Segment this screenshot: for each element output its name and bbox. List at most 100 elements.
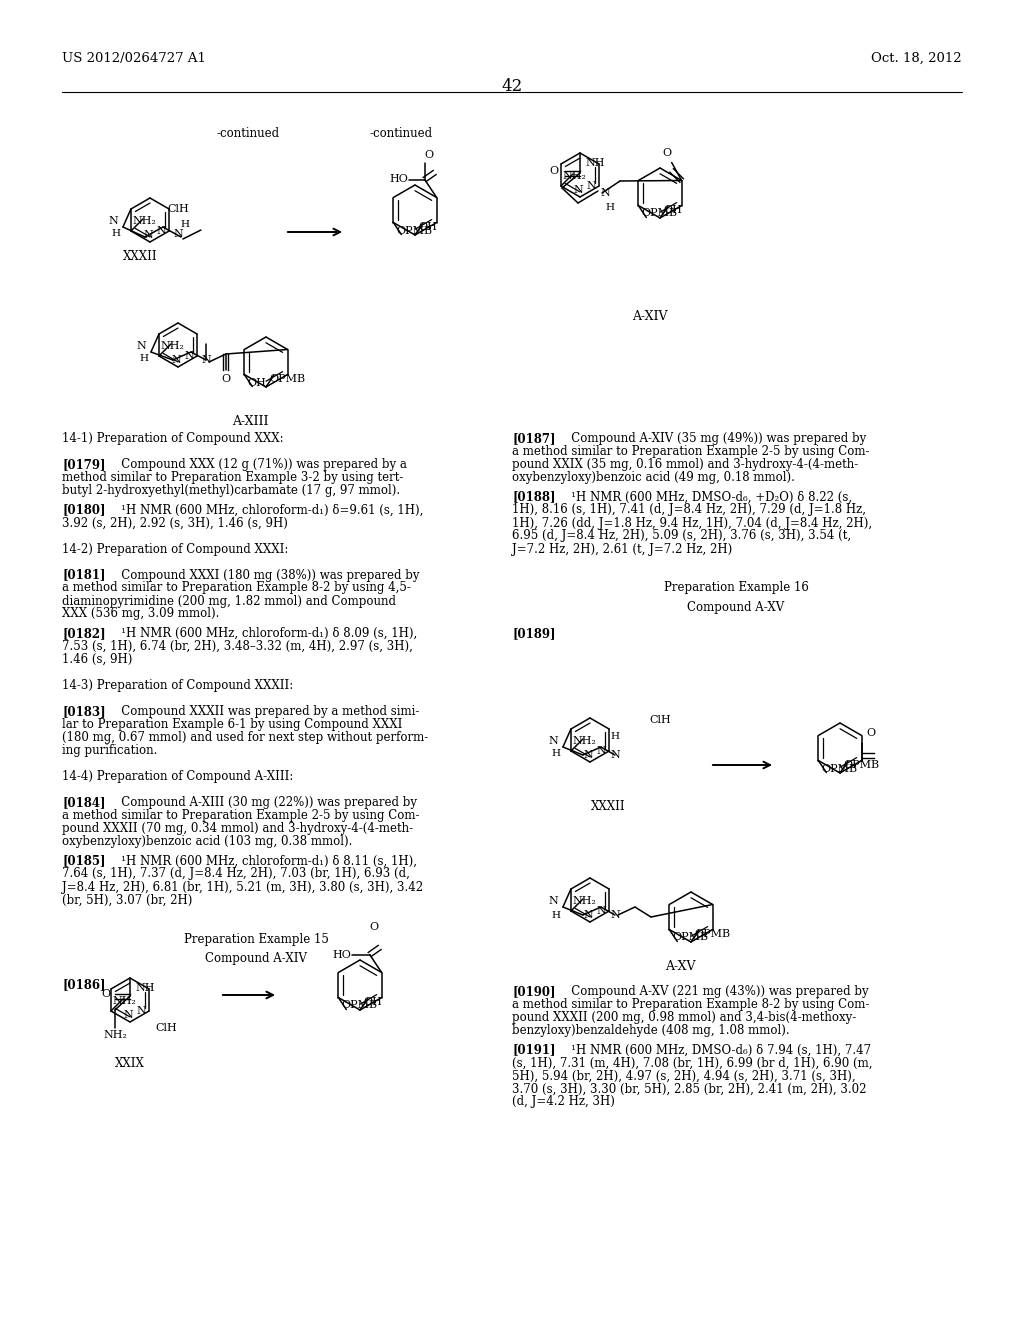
Text: US 2012/0264727 A1: US 2012/0264727 A1 <box>62 51 206 65</box>
Text: [0191]: [0191] <box>512 1044 555 1056</box>
Text: ClH: ClH <box>167 205 188 214</box>
Text: [0181]: [0181] <box>62 569 105 582</box>
Text: Preparation Example 16: Preparation Example 16 <box>664 582 808 594</box>
Text: NH₂: NH₂ <box>573 896 597 906</box>
Text: Compound XXXII was prepared by a method simi-: Compound XXXII was prepared by a method … <box>110 705 420 718</box>
Text: 1.46 (s, 9H): 1.46 (s, 9H) <box>62 653 132 667</box>
Text: [0180]: [0180] <box>62 503 105 516</box>
Text: [0179]: [0179] <box>62 458 105 471</box>
Text: a method similar to Preparation Example 2-5 by using Com-: a method similar to Preparation Example … <box>62 809 420 822</box>
Text: N: N <box>600 187 609 198</box>
Text: [0186]: [0186] <box>62 978 105 991</box>
Text: N: N <box>573 185 583 195</box>
Text: N: N <box>157 226 166 236</box>
Text: (s, 1H), 7.31 (m, 4H), 7.08 (br, 1H), 6.99 (br d, 1H), 6.90 (m,: (s, 1H), 7.31 (m, 4H), 7.08 (br, 1H), 6.… <box>512 1056 872 1069</box>
Text: oxybenzyloxy)benzoic acid (103 mg, 0.38 mmol).: oxybenzyloxy)benzoic acid (103 mg, 0.38 … <box>62 836 352 847</box>
Text: [0188]: [0188] <box>512 491 555 503</box>
Text: 14-3) Preparation of Compound XXXII:: 14-3) Preparation of Compound XXXII: <box>62 678 293 692</box>
Text: 14-1) Preparation of Compound XXX:: 14-1) Preparation of Compound XXX: <box>62 432 284 445</box>
Text: XXIX: XXIX <box>115 1057 145 1071</box>
Text: N: N <box>201 355 211 366</box>
Text: N: N <box>109 216 118 226</box>
Text: benzyloxy)benzaldehyde (408 mg, 1.08 mmol).: benzyloxy)benzaldehyde (408 mg, 1.08 mmo… <box>512 1024 790 1038</box>
Text: N: N <box>610 750 620 760</box>
Text: pound XXXII (200 mg, 0.98 mmol) and 3,4-bis(4-methoxy-: pound XXXII (200 mg, 0.98 mmol) and 3,4-… <box>512 1011 856 1024</box>
Text: Compound A-XV: Compound A-XV <box>687 601 784 614</box>
Text: ing purification.: ing purification. <box>62 744 158 756</box>
Text: N: N <box>136 341 145 351</box>
Text: ¹H NMR (600 MHz, chloroform-d₁) δ 8.11 (s, 1H),: ¹H NMR (600 MHz, chloroform-d₁) δ 8.11 (… <box>110 854 417 867</box>
Text: N: N <box>123 1010 133 1020</box>
Text: N: N <box>171 355 181 366</box>
Text: Compound XXX (12 g (71%)) was prepared by a: Compound XXX (12 g (71%)) was prepared b… <box>110 458 407 471</box>
Text: N: N <box>583 750 593 760</box>
Text: A-XIV: A-XIV <box>632 310 668 323</box>
Text: ClH: ClH <box>649 715 671 725</box>
Text: Compound A-XIV: Compound A-XIV <box>205 952 307 965</box>
Text: O: O <box>549 166 558 176</box>
Text: [0183]: [0183] <box>62 705 105 718</box>
Text: ClH: ClH <box>155 1023 177 1034</box>
Text: a method similar to Preparation Example 2-5 by using Com-: a method similar to Preparation Example … <box>512 445 869 458</box>
Text: (180 mg, 0.67 mmol) and used for next step without perform-: (180 mg, 0.67 mmol) and used for next st… <box>62 731 428 744</box>
Text: H: H <box>181 220 189 228</box>
Text: pound XXIX (35 mg, 0.16 mmol) and 3-hydroxy-4-(4-meth-: pound XXIX (35 mg, 0.16 mmol) and 3-hydr… <box>512 458 858 471</box>
Text: oxybenzyloxy)benzoic acid (49 mg, 0.18 mmol).: oxybenzyloxy)benzoic acid (49 mg, 0.18 m… <box>512 471 795 484</box>
Text: OPMB: OPMB <box>673 932 709 942</box>
Text: 14-4) Preparation of Compound A-XIII:: 14-4) Preparation of Compound A-XIII: <box>62 770 293 783</box>
Text: O: O <box>663 149 671 158</box>
Text: 5H), 5.94 (br, 2H), 4.97 (s, 2H), 4.94 (s, 2H), 3.71 (s, 3H),: 5H), 5.94 (br, 2H), 4.97 (s, 2H), 4.94 (… <box>512 1069 856 1082</box>
Text: NH₂: NH₂ <box>133 216 157 226</box>
Text: OH: OH <box>663 205 682 215</box>
Text: H: H <box>552 748 560 758</box>
Text: 7.53 (s, 1H), 6.74 (br, 2H), 3.48–3.32 (m, 4H), 2.97 (s, 3H),: 7.53 (s, 1H), 6.74 (br, 2H), 3.48–3.32 (… <box>62 640 413 653</box>
Text: -continued: -continued <box>370 127 433 140</box>
Text: N: N <box>583 909 593 920</box>
Text: OPMB: OPMB <box>269 374 305 384</box>
Text: HO: HO <box>333 949 351 960</box>
Text: NH₂: NH₂ <box>113 997 137 1006</box>
Text: Compound A-XV (221 mg (43%)) was prepared by: Compound A-XV (221 mg (43%)) was prepare… <box>560 985 868 998</box>
Text: OPMB: OPMB <box>341 1001 378 1011</box>
Text: pound XXXII (70 mg, 0.34 mmol) and 3-hydroxy-4-(4-meth-: pound XXXII (70 mg, 0.34 mmol) and 3-hyd… <box>62 822 413 836</box>
Text: XXXII: XXXII <box>591 800 626 813</box>
Text: OPMB: OPMB <box>843 760 880 770</box>
Text: ¹H NMR (600 MHz, chloroform-d₁) δ=9.61 (s, 1H),: ¹H NMR (600 MHz, chloroform-d₁) δ=9.61 (… <box>110 503 423 516</box>
Text: N: N <box>587 181 596 191</box>
Text: OPMB: OPMB <box>396 226 432 235</box>
Text: 3.92 (s, 2H), 2.92 (s, 3H), 1.46 (s, 9H): 3.92 (s, 2H), 2.92 (s, 3H), 1.46 (s, 9H) <box>62 516 288 529</box>
Text: 6.95 (d, J=8.4 Hz, 2H), 5.09 (s, 2H), 3.76 (s, 3H), 3.54 (t,: 6.95 (d, J=8.4 Hz, 2H), 5.09 (s, 2H), 3.… <box>512 529 851 543</box>
Text: OH: OH <box>418 222 437 232</box>
Text: method similar to Preparation Example 3-2 by using tert-: method similar to Preparation Example 3-… <box>62 471 403 484</box>
Text: [0185]: [0185] <box>62 854 105 867</box>
Text: NH₂: NH₂ <box>161 341 184 351</box>
Text: NH₂: NH₂ <box>103 1030 127 1040</box>
Text: lar to Preparation Example 6-1 by using Compound XXXI: lar to Preparation Example 6-1 by using … <box>62 718 402 731</box>
Text: H: H <box>605 203 614 213</box>
Text: O: O <box>866 729 876 738</box>
Text: [0182]: [0182] <box>62 627 105 640</box>
Text: OPMB: OPMB <box>641 209 678 219</box>
Text: O: O <box>369 923 378 932</box>
Text: ¹H NMR (600 MHz, DMSO-d₆) δ 7.94 (s, 1H), 7.47: ¹H NMR (600 MHz, DMSO-d₆) δ 7.94 (s, 1H)… <box>560 1044 871 1056</box>
Text: NH: NH <box>135 983 155 993</box>
Text: Compound A-XIV (35 mg (49%)) was prepared by: Compound A-XIV (35 mg (49%)) was prepare… <box>560 432 866 445</box>
Text: diaminopyrimidine (200 mg, 1.82 mmol) and Compound: diaminopyrimidine (200 mg, 1.82 mmol) an… <box>62 594 396 607</box>
Text: Preparation Example 15: Preparation Example 15 <box>183 932 329 945</box>
Text: NH₂: NH₂ <box>573 737 597 746</box>
Text: butyl 2-hydroxyethyl(methyl)carbamate (17 g, 97 mmol).: butyl 2-hydroxyethyl(methyl)carbamate (1… <box>62 484 400 498</box>
Text: N: N <box>143 230 153 240</box>
Text: Oct. 18, 2012: Oct. 18, 2012 <box>871 51 962 65</box>
Text: OH: OH <box>248 378 266 388</box>
Text: O: O <box>221 374 230 384</box>
Text: OPMB: OPMB <box>694 929 730 939</box>
Text: 3.70 (s, 3H), 3.30 (br, 5H), 2.85 (br, 2H), 2.41 (m, 2H), 3.02: 3.70 (s, 3H), 3.30 (br, 5H), 2.85 (br, 2… <box>512 1082 866 1096</box>
Text: HO: HO <box>390 174 409 185</box>
Text: (br, 5H), 3.07 (br, 2H): (br, 5H), 3.07 (br, 2H) <box>62 894 193 907</box>
Text: N: N <box>136 1006 146 1016</box>
Text: 14-2) Preparation of Compound XXXI:: 14-2) Preparation of Compound XXXI: <box>62 543 289 556</box>
Text: N: N <box>596 906 606 916</box>
Text: N: N <box>596 746 606 756</box>
Text: OPMB: OPMB <box>821 763 857 774</box>
Text: [0189]: [0189] <box>512 627 555 640</box>
